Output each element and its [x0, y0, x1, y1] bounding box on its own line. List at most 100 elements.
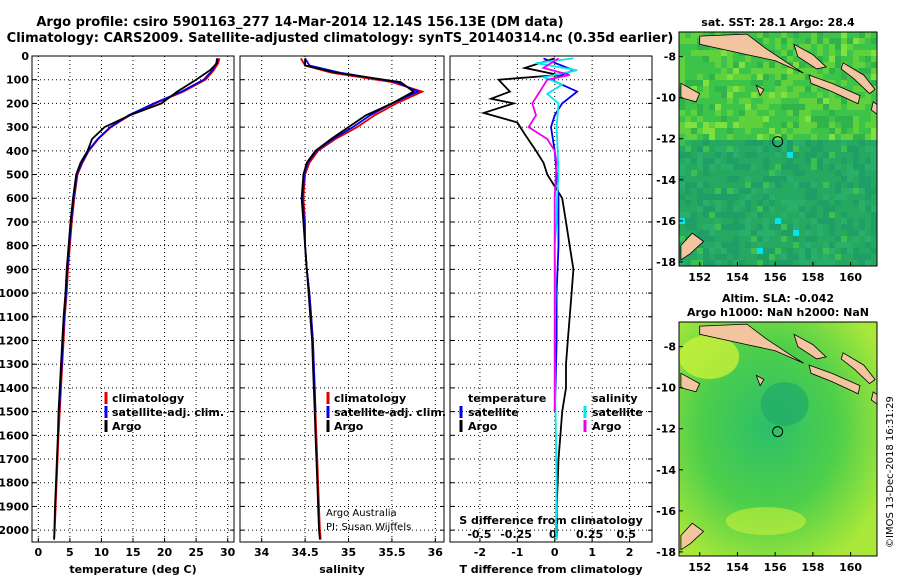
sst-cell — [799, 176, 805, 182]
sst-cell — [739, 188, 745, 194]
sst-cell — [721, 254, 727, 260]
sst-cell — [859, 116, 865, 122]
sst-cell — [763, 218, 769, 224]
sst-cell — [781, 116, 787, 122]
sst-cell — [763, 242, 769, 248]
sst-cell — [679, 134, 685, 140]
sst-cell — [793, 182, 799, 188]
sst-cell — [763, 182, 769, 188]
sst-cell — [793, 170, 799, 176]
sst-cell — [805, 86, 811, 92]
series-line-salinity-satellite — [535, 57, 578, 540]
sst-cell — [691, 140, 697, 146]
sst-cell — [721, 110, 727, 116]
sst-cell — [757, 104, 763, 110]
sst-cell — [841, 128, 847, 134]
sst-cell — [769, 152, 775, 158]
sst-cell — [859, 200, 865, 206]
sst-cell — [781, 56, 787, 62]
sst-cell — [799, 212, 805, 218]
sst-cell — [823, 146, 829, 152]
sst-cell — [745, 98, 751, 104]
sst-cell — [817, 182, 823, 188]
sst-cell — [787, 212, 793, 218]
sst-cell — [865, 140, 871, 146]
sst-cell — [757, 206, 763, 212]
x-tick-label: 36 — [428, 546, 444, 559]
sst-cell — [799, 194, 805, 200]
sst-cell — [859, 62, 865, 68]
sst-cell — [853, 116, 859, 122]
sst-cell — [781, 170, 787, 176]
sst-cell — [811, 134, 817, 140]
sst-cell — [787, 38, 793, 44]
sst-cell — [703, 182, 709, 188]
sst-cell — [691, 62, 697, 68]
sst-cell — [709, 242, 715, 248]
sst-cell — [691, 38, 697, 44]
sst-cell — [853, 62, 859, 68]
sst-cell — [865, 170, 871, 176]
sst-cell — [871, 92, 877, 98]
sst-cell — [787, 230, 793, 236]
sst-cell — [865, 62, 871, 68]
sst-cell — [829, 236, 835, 242]
legend-label-s-argo: Argo — [592, 420, 622, 433]
sst-cell — [757, 146, 763, 152]
sst-cell — [697, 254, 703, 260]
sst-cell — [859, 158, 865, 164]
sst-cell — [691, 254, 697, 260]
sst-cell — [685, 146, 691, 152]
sst-cell — [745, 230, 751, 236]
sst-cell — [763, 62, 769, 68]
sst-cell — [769, 80, 775, 86]
sst-cell — [715, 218, 721, 224]
sst-cell — [805, 254, 811, 260]
sst-cell — [727, 80, 733, 86]
sst-cell — [739, 74, 745, 80]
sst-cell — [763, 248, 769, 254]
sst-cell — [823, 212, 829, 218]
lat-tick-label: -12 — [656, 133, 676, 146]
depth-tick-label: 400 — [6, 145, 29, 158]
sst-cell — [817, 194, 823, 200]
sst-cell — [799, 104, 805, 110]
sst-cell — [799, 254, 805, 260]
sst-cell — [805, 194, 811, 200]
sst-cell — [751, 242, 757, 248]
sst-cell — [763, 188, 769, 194]
sst-cell — [685, 206, 691, 212]
sst-cell — [715, 68, 721, 74]
sst-cell — [679, 104, 685, 110]
sst-cell — [769, 92, 775, 98]
sst-cell — [715, 86, 721, 92]
sst-cell — [763, 38, 769, 44]
sst-cell — [859, 254, 865, 260]
sst-cell — [859, 134, 865, 140]
lat-tick-label: -18 — [656, 546, 676, 559]
sst-cell — [847, 236, 853, 242]
sst-cell — [787, 188, 793, 194]
sst-cell — [841, 122, 847, 128]
sst-cell — [769, 164, 775, 170]
sst-cell — [763, 116, 769, 122]
sst-cell — [691, 32, 697, 38]
sst-cell — [871, 68, 877, 74]
sst-cell — [685, 140, 691, 146]
sst-cell — [745, 128, 751, 134]
sst-cell — [871, 44, 877, 50]
sst-cell — [835, 176, 841, 182]
sst-cell — [703, 194, 709, 200]
sst-cell — [739, 218, 745, 224]
island-landmass — [680, 522, 705, 551]
sst-cell — [835, 146, 841, 152]
x-tick-label: 35.5 — [378, 546, 405, 559]
sst-cell — [709, 254, 715, 260]
sst-cell — [697, 230, 703, 236]
sst-cell — [871, 74, 877, 80]
sst-cell — [709, 206, 715, 212]
sst-cell — [739, 140, 745, 146]
sst-cell — [871, 176, 877, 182]
x-tick-label: 35 — [341, 546, 356, 559]
sst-cell — [775, 158, 781, 164]
